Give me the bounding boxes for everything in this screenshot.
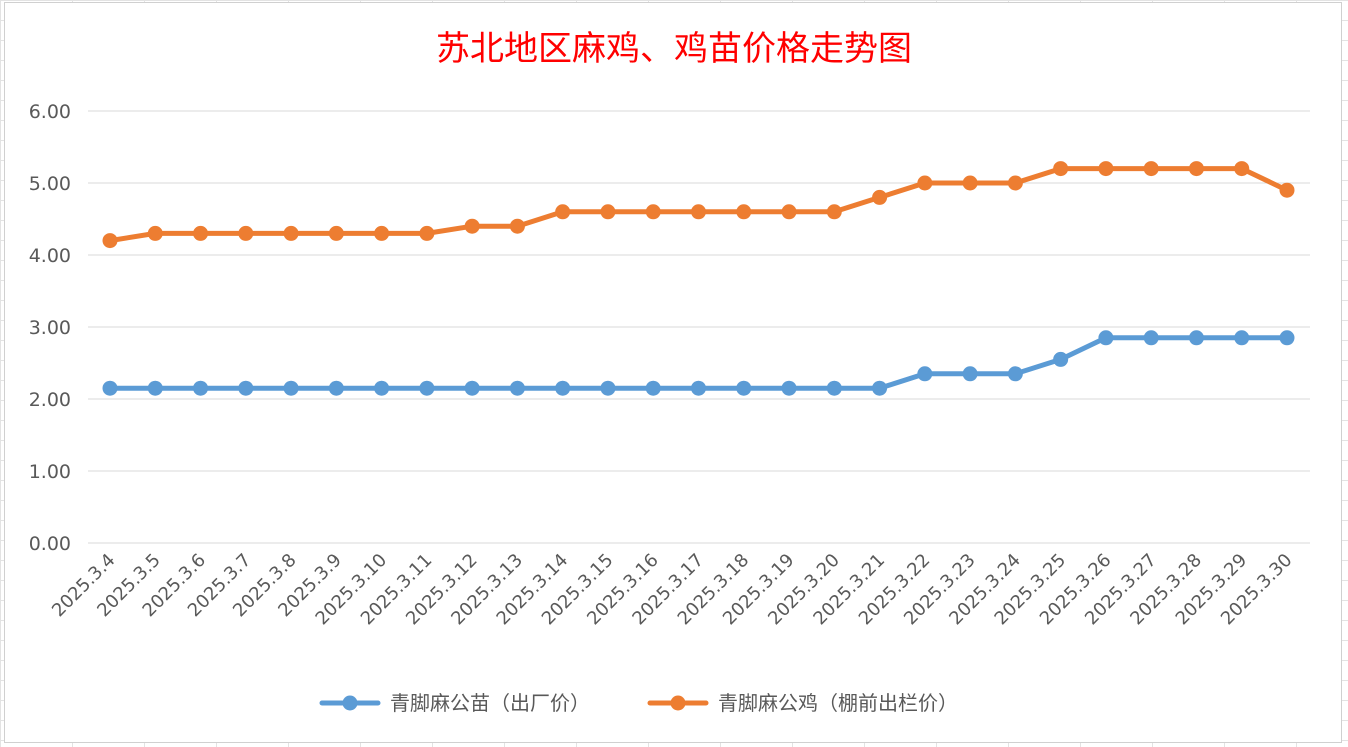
data-point <box>328 225 344 241</box>
data-point <box>1053 161 1069 177</box>
data-point <box>781 204 797 220</box>
data-point <box>147 225 163 241</box>
data-point <box>328 380 344 396</box>
legend-label: 青脚麻公苗（出厂价） <box>390 691 590 715</box>
data-point <box>600 204 616 220</box>
data-point <box>1053 351 1069 367</box>
data-point <box>691 380 706 396</box>
data-point <box>464 380 480 396</box>
data-point <box>509 380 525 396</box>
data-point <box>872 380 888 396</box>
y-tick-label: 5.00 <box>29 173 71 195</box>
data-point <box>419 380 435 396</box>
data-point <box>1234 161 1250 177</box>
data-point <box>736 380 752 396</box>
data-point <box>736 204 752 220</box>
y-tick-label: 3.00 <box>29 317 71 339</box>
data-point <box>1007 175 1023 191</box>
data-point <box>1234 330 1250 346</box>
gridlines <box>88 110 1310 544</box>
legend-item: 青脚麻公鸡（棚前出栏价） <box>647 691 958 715</box>
data-point <box>872 189 888 205</box>
data-point <box>464 218 480 234</box>
data-point <box>1098 330 1114 346</box>
data-point <box>1098 161 1114 177</box>
data-point <box>374 380 390 396</box>
data-point <box>781 380 797 396</box>
y-tick-label: 2.00 <box>29 389 71 411</box>
chart-frame[interactable] <box>4 2 1342 743</box>
legend-item: 青脚麻公苗（出厂价） <box>319 691 590 715</box>
x-axis-ticks: 2025.3.42025.3.52025.3.62025.3.72025.3.8… <box>48 550 1297 630</box>
legend-swatch-marker <box>342 695 358 711</box>
data-point <box>555 204 571 220</box>
y-tick-label: 6.00 <box>29 101 71 123</box>
data-point <box>193 380 209 396</box>
data-point <box>419 225 435 241</box>
data-point <box>1007 366 1023 382</box>
data-point <box>193 225 209 241</box>
series-line <box>107 335 1290 391</box>
data-point <box>283 380 299 396</box>
y-tick-label: 1.00 <box>29 461 71 483</box>
data-point <box>374 225 390 241</box>
y-tick-label: 0.00 <box>29 533 71 555</box>
y-tick-label: 4.00 <box>29 245 71 267</box>
data-point <box>1188 330 1204 346</box>
data-point <box>962 175 978 191</box>
data-point <box>1188 161 1204 177</box>
data-point <box>1143 161 1159 177</box>
data-point <box>238 380 254 396</box>
data-point <box>509 218 525 234</box>
data-point <box>102 233 118 249</box>
data-point <box>826 380 842 396</box>
chart-title: 苏北地区麻鸡、鸡苗价格走势图 <box>436 29 912 69</box>
data-point <box>1279 182 1295 198</box>
series-2 <box>102 161 1295 249</box>
data-point <box>1279 330 1295 346</box>
series-1 <box>102 330 1295 396</box>
data-point <box>645 380 661 396</box>
data-point <box>917 175 933 191</box>
legend-label: 青脚麻公鸡（棚前出栏价） <box>718 691 958 715</box>
legend: 青脚麻公苗（出厂价） 青脚麻公鸡（棚前出栏价） <box>319 691 958 715</box>
data-point <box>600 380 616 396</box>
series-layer <box>102 161 1295 396</box>
data-point <box>917 366 933 382</box>
data-point <box>962 366 978 382</box>
data-point <box>238 225 254 241</box>
data-point <box>147 380 163 396</box>
data-point <box>1143 330 1159 346</box>
data-point <box>691 204 706 220</box>
data-point <box>826 204 842 220</box>
data-point <box>555 380 571 396</box>
data-point <box>102 380 118 396</box>
legend-swatch-marker <box>670 695 686 711</box>
y-axis-ticks: 0.00 1.00 2.00 3.00 4.00 5.00 6.00 <box>29 101 71 555</box>
data-point <box>645 204 661 220</box>
data-point <box>283 225 299 241</box>
